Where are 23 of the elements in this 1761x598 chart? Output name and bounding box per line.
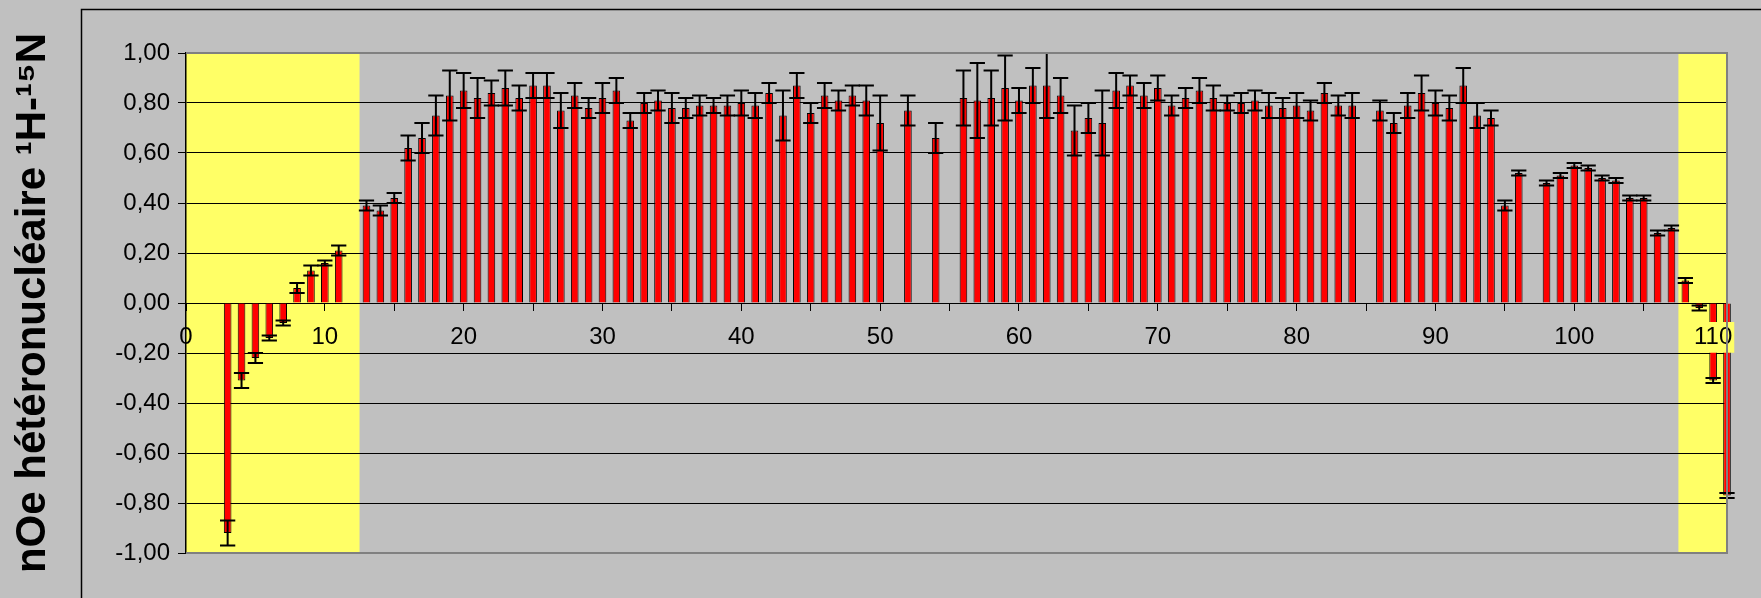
y-tick-label: 0,80 (123, 87, 170, 115)
x-tick-label: 60 (1005, 322, 1033, 350)
y-tick-label: 0,00 (123, 287, 170, 315)
y-tick-label: -0,60 (115, 437, 170, 465)
y-tick-label: -1,00 (115, 537, 170, 565)
x-tick-label: 40 (727, 322, 755, 350)
y-tick-label: 0,40 (123, 187, 170, 215)
y-tick-label: 0,20 (123, 237, 170, 265)
y-tick-label: -0,40 (115, 387, 170, 415)
x-tick-label: 70 (1144, 322, 1172, 350)
y-tick-label: 0,60 (123, 137, 170, 165)
x-tick-label: 20 (450, 322, 478, 350)
y-tick-label: 1,00 (123, 37, 170, 65)
y-axis-title: nOe hétéronucléaire ¹H-¹⁵N (6, 32, 54, 574)
x-tick-label: 30 (589, 322, 616, 350)
x-tick-label: 50 (866, 322, 894, 350)
x-tick-label: 10 (311, 322, 339, 350)
y-tick-label: -0,80 (115, 487, 170, 515)
x-tick-label: 100 (1554, 322, 1595, 350)
x-tick-label: 90 (1422, 322, 1449, 350)
x-tick-label: 80 (1283, 322, 1310, 350)
x-tick-label: 110 (1693, 322, 1733, 350)
y-tick-label: -0,20 (115, 337, 170, 365)
